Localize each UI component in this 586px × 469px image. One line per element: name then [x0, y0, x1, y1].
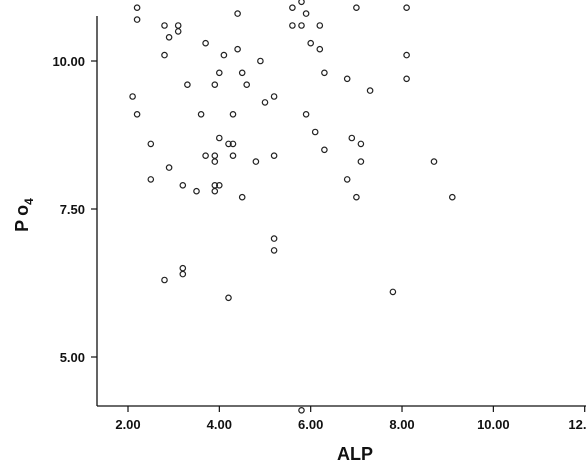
data-point: [211, 158, 219, 165]
data-point: [165, 164, 173, 171]
data-point: [270, 152, 278, 160]
data-point: [229, 140, 237, 148]
data-point: [179, 264, 187, 272]
data-point: [238, 193, 246, 201]
data-point: [353, 4, 360, 12]
x-tick-label: 6.00: [298, 417, 323, 432]
data-point: [202, 152, 209, 160]
x-tick-label: 4.00: [207, 417, 232, 432]
data-point: [243, 81, 251, 89]
data-point: [316, 45, 324, 53]
data-point: [211, 152, 219, 160]
data-point: [211, 187, 219, 195]
data-point: [311, 128, 319, 136]
data-point: [216, 134, 223, 142]
y-axis-title-main: P: [12, 220, 32, 232]
data-point: [353, 193, 360, 201]
data-point: [216, 69, 223, 77]
data-point: [366, 87, 374, 94]
data-point: [234, 10, 241, 17]
data-point: [261, 99, 269, 106]
data-point: [307, 39, 315, 47]
data-point: [257, 57, 264, 65]
data-point: [270, 235, 278, 242]
data-point: [174, 28, 182, 35]
data-point: [403, 51, 410, 59]
data-point: [133, 111, 141, 118]
data-point: [321, 146, 328, 154]
data-point: [270, 93, 278, 100]
data-point: [403, 75, 410, 83]
x-axis-title: ALP: [337, 444, 373, 464]
data-point: [302, 111, 310, 118]
data-point: [348, 134, 356, 142]
data-point: [343, 176, 351, 183]
data-point: [174, 22, 182, 29]
data-point: [147, 140, 155, 148]
data-point: [216, 182, 223, 189]
data-point: [357, 158, 365, 165]
y-axis-title-o: o: [12, 205, 32, 216]
data-point: [133, 4, 141, 12]
data-point: [302, 10, 310, 17]
data-point: [298, 406, 305, 414]
data-point: [202, 39, 209, 47]
data-point: [211, 81, 219, 89]
data-point: [234, 45, 241, 53]
data-point: [238, 69, 246, 77]
data-point: [289, 22, 296, 29]
data-point: [129, 93, 136, 100]
data-point: [270, 247, 278, 254]
data-point: [193, 187, 200, 195]
data-point: [179, 182, 187, 189]
data-point: [389, 288, 397, 296]
data-point: [343, 75, 351, 83]
data-point: [289, 4, 296, 12]
x-axis-ticks: 2.00 4.00 6.00 8.00 10.00 12.00: [115, 406, 586, 432]
data-point: [225, 294, 232, 302]
data-point: [448, 193, 456, 201]
y-axis-title: Po4: [12, 198, 36, 232]
data-point: [298, 0, 305, 6]
data-point: [357, 140, 365, 148]
data-point: [229, 111, 237, 118]
y-tick-label: 7.50: [60, 202, 85, 217]
data-point: [252, 158, 260, 165]
data-point: [430, 158, 438, 165]
data-points: [129, 0, 456, 414]
data-point: [161, 51, 168, 59]
x-tick-label: 10.00: [477, 417, 510, 432]
x-tick-label: 8.00: [389, 417, 414, 432]
data-point: [298, 22, 305, 29]
data-point: [179, 270, 187, 278]
data-point: [165, 33, 173, 41]
data-point: [147, 176, 155, 183]
data-point: [197, 111, 205, 118]
y-tick-label: 5.00: [60, 350, 85, 365]
data-point: [133, 16, 141, 23]
data-point: [220, 51, 228, 59]
data-point: [229, 152, 237, 160]
y-tick-label: 10.00: [52, 54, 85, 69]
x-tick-label: 2.00: [115, 417, 140, 432]
data-point: [225, 140, 232, 148]
y-axis-title-sub: 4: [22, 198, 36, 205]
data-point: [161, 276, 168, 284]
data-point: [321, 69, 328, 77]
data-point: [184, 81, 191, 89]
data-point: [403, 4, 410, 12]
data-point: [161, 22, 168, 29]
x-tick-label: 12.00: [568, 417, 586, 432]
data-point: [316, 22, 324, 29]
